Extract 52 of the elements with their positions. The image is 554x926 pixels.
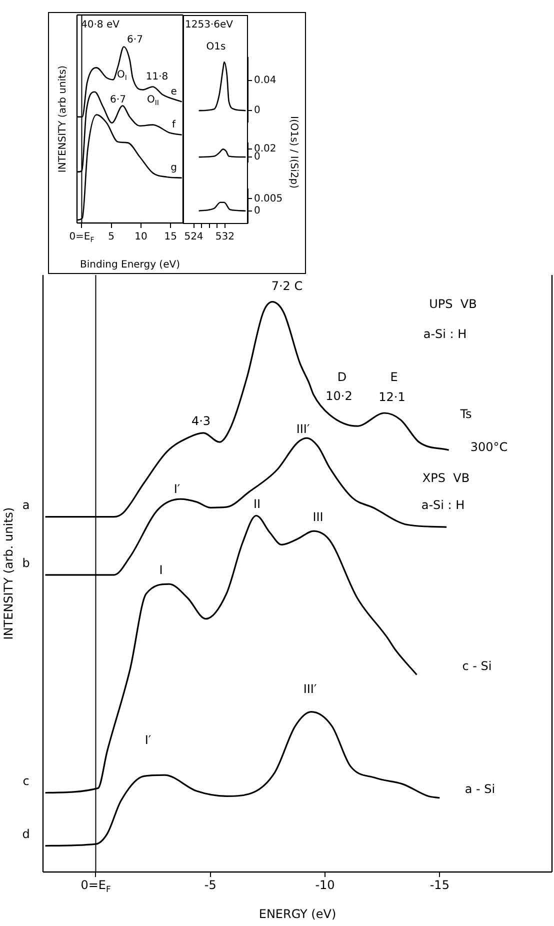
x-axis-title: Binding Energy (eV) — [80, 260, 180, 271]
chart-title: 40·8 eV — [81, 20, 120, 31]
annotation: II — [253, 497, 261, 512]
annotation: 4·3 — [191, 414, 211, 428]
y-tick-label: 0 — [254, 105, 260, 116]
annotation: Ts — [459, 407, 472, 422]
series-label: e — [170, 86, 177, 98]
annotation: 10·2 — [326, 389, 352, 404]
y-tick-label: 0 — [254, 205, 260, 216]
annotation: a-Si : H — [423, 327, 467, 342]
annotation: III′ — [296, 422, 310, 436]
x-tick-label: 15 — [164, 232, 177, 243]
series-label: f — [172, 119, 176, 130]
x-tick-label: 10 — [134, 232, 148, 243]
series-label: b — [22, 556, 30, 570]
x-tick-label: 532 — [215, 232, 235, 243]
y-axis-title: I(O1s) / I(Si2p) — [287, 116, 299, 189]
series-label: a — [22, 498, 30, 512]
annotation: III — [312, 510, 324, 524]
x-tick-label: -5 — [204, 878, 216, 892]
annotation: a - Si — [464, 782, 496, 796]
annotation: E — [390, 370, 398, 384]
y-axis-title: INTENSITY (arb. units) — [1, 507, 16, 640]
x-tick-label: -10 — [315, 878, 335, 892]
series-label: c — [22, 774, 30, 788]
x-tick-label: 5 — [108, 232, 115, 243]
annotation: I′ — [144, 733, 152, 748]
x-tick-label: -15 — [430, 878, 450, 892]
chart-title: 1253·6eV — [185, 20, 234, 31]
text: 7·2 C — [271, 279, 303, 294]
chart-subtitle: O1s — [206, 42, 226, 53]
annotation: XPS VB — [422, 471, 470, 486]
x-tick-label: 524 — [184, 232, 204, 243]
y-axis-title: INTENSITY (arb units) — [58, 65, 69, 173]
series-label: d — [22, 826, 30, 841]
y-tick-label: 0 — [254, 152, 260, 163]
annotation: c - Si — [462, 659, 492, 674]
annotation: III′ — [303, 682, 317, 696]
annotation: 6·7 — [110, 94, 126, 106]
annotation: D — [337, 370, 347, 384]
series-label: g — [170, 162, 177, 174]
annotation: a-Si : H — [421, 498, 465, 512]
annotation: I′ — [174, 482, 180, 496]
annotation: UPS VB — [429, 297, 477, 312]
annotation: 300°C — [470, 440, 508, 454]
annotation: 12·1 — [378, 390, 406, 404]
y-tick-label: 0.005 — [254, 193, 283, 204]
x-axis-title: ENERGY (eV) — [258, 906, 336, 921]
annotation: I — [159, 563, 163, 578]
annotation: 11·8 — [146, 72, 168, 83]
y-tick-label: 0.04 — [254, 74, 276, 86]
text: 6·7 — [127, 34, 143, 46]
